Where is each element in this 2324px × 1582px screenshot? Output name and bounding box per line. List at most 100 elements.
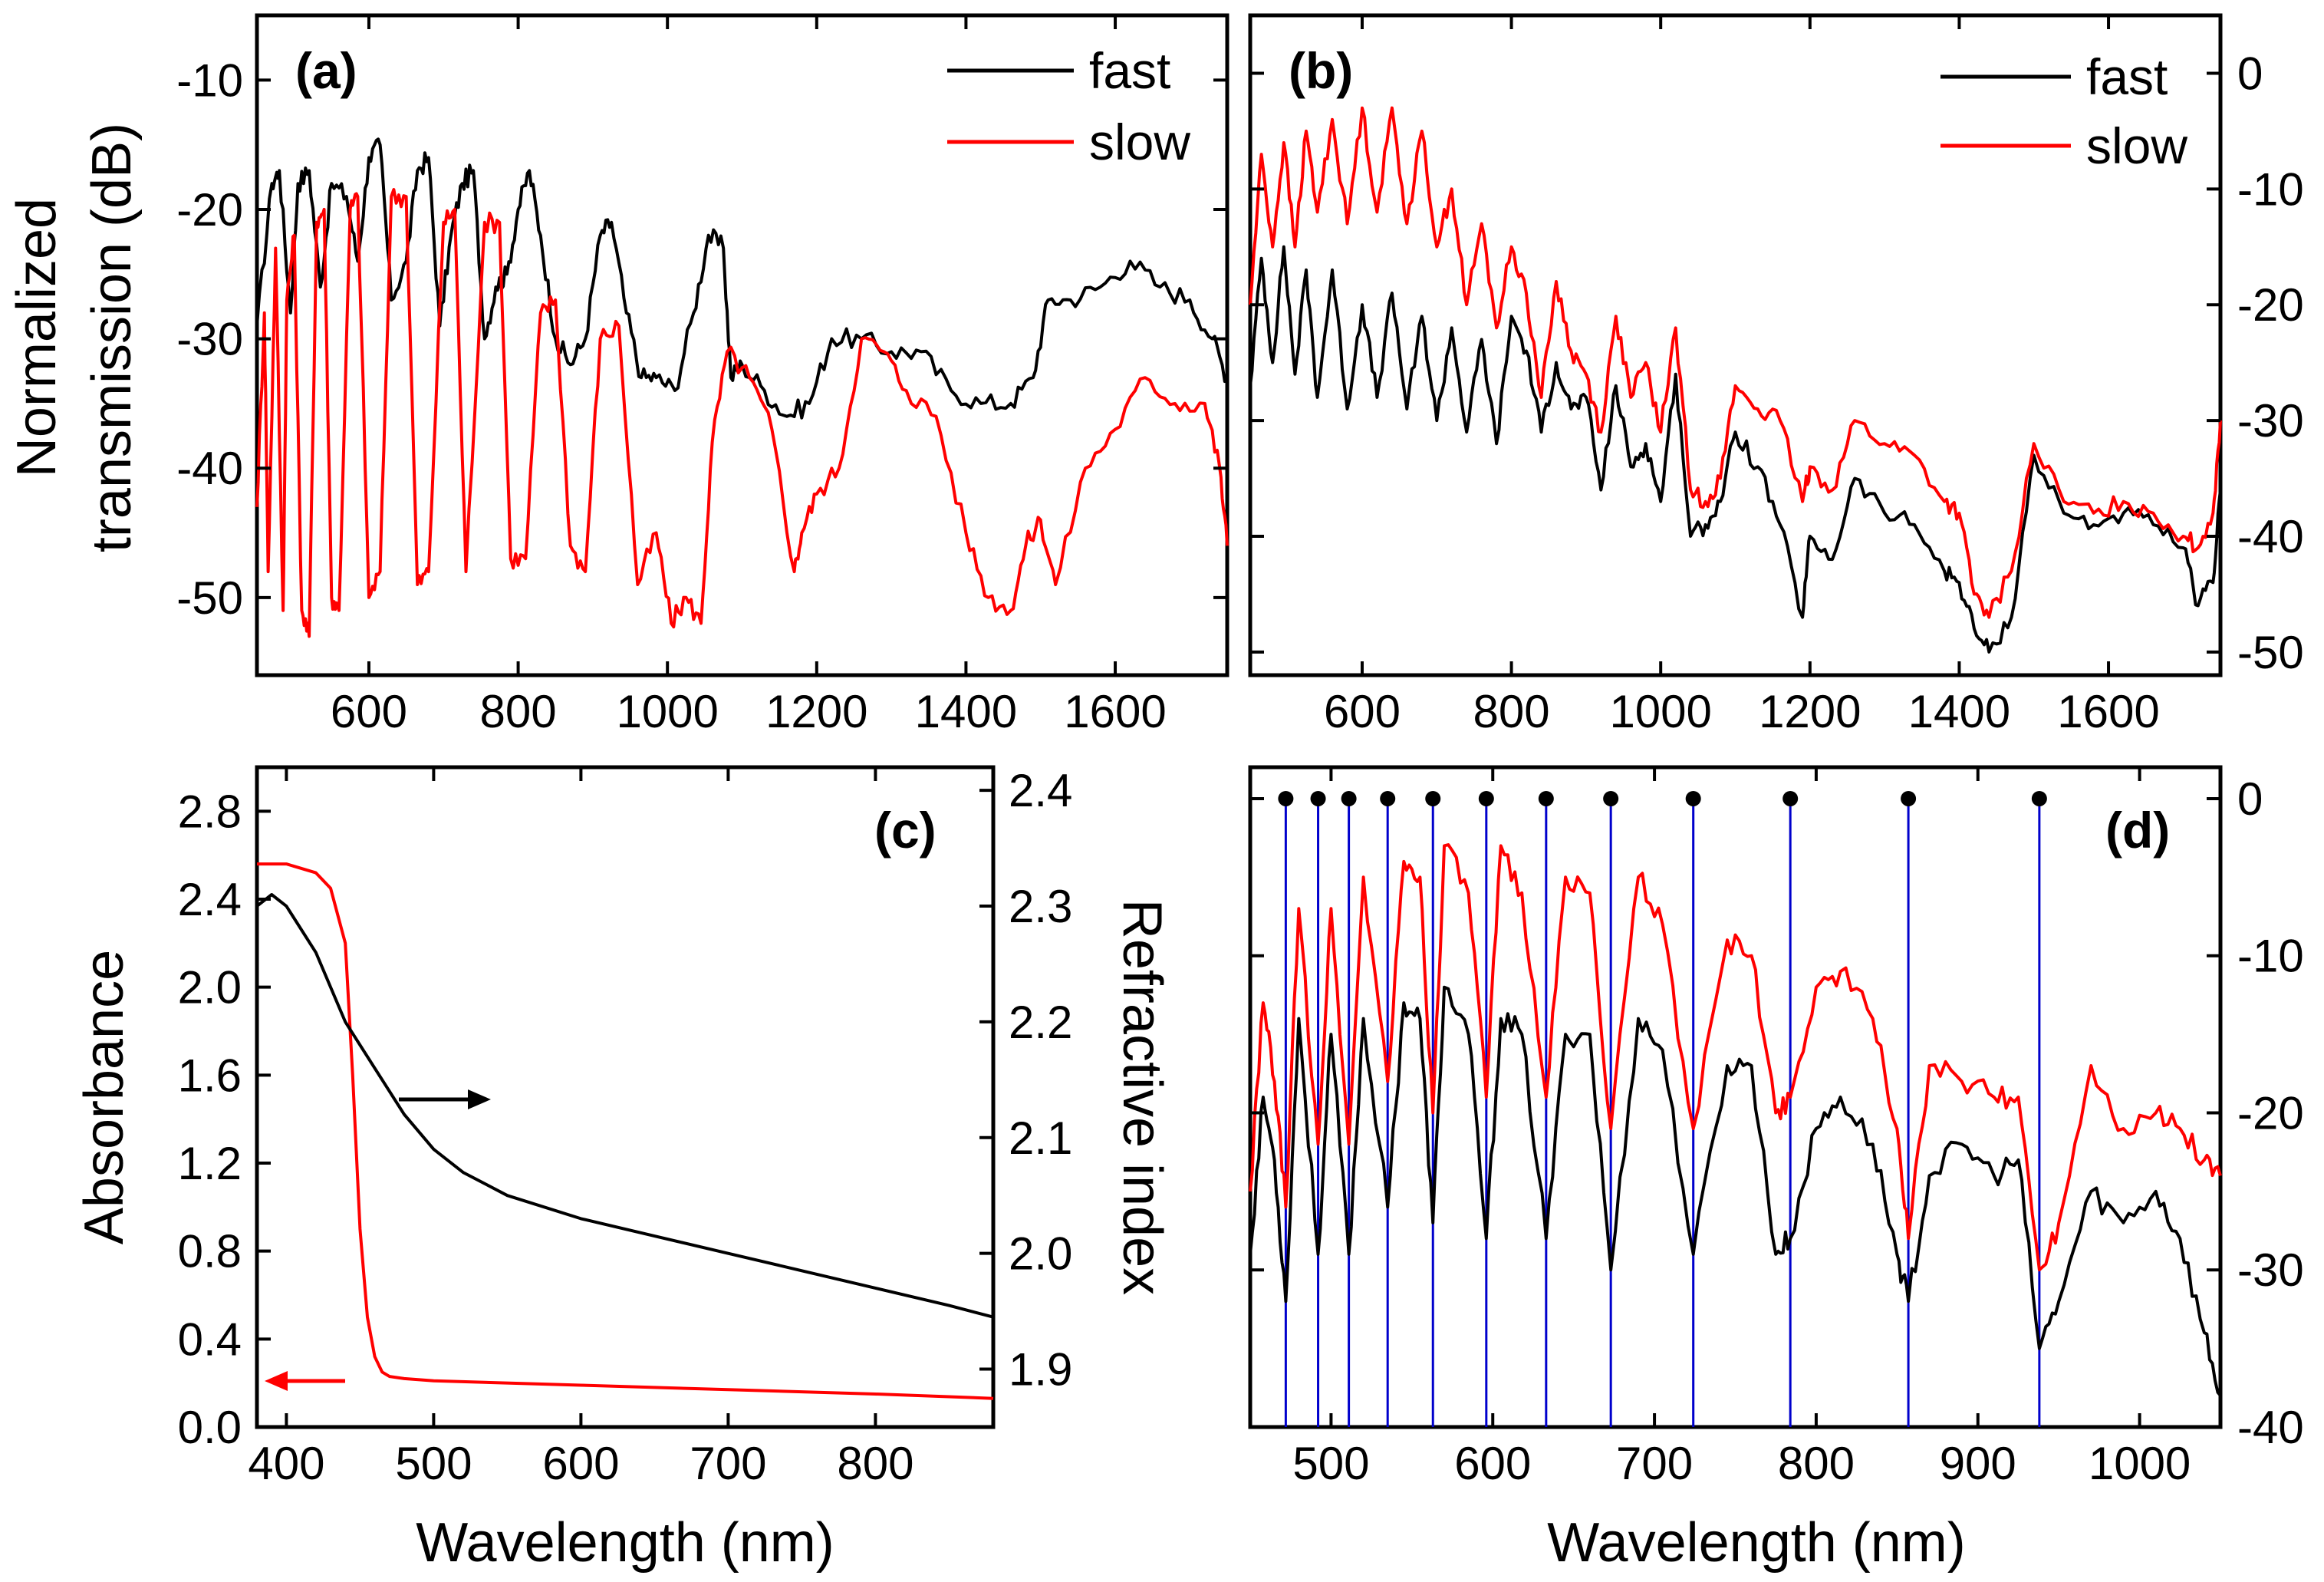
panel-d-series-layer (1249, 843, 2222, 1397)
panel-b-ticks: 600 800 1000 1200 1400 1600 0 -10 -20 -30 -40 -50 (1250, 15, 2304, 737)
mode-marker-dot (1425, 790, 1441, 806)
panel-d-tick-label: 800 (1778, 1438, 1855, 1489)
mode-marker-dot (1341, 790, 1357, 806)
panel-c-tick-label: 500 (395, 1438, 472, 1489)
panel-d-label: (d) (2105, 802, 2170, 859)
panel-c-tick-label: 2.3 (1009, 881, 1072, 932)
panel-b-series-layer (1249, 106, 2222, 654)
panel-a-tick-label: 600 (331, 686, 407, 737)
panel-b-legend-slow-text: slow (2086, 117, 2187, 174)
panel-d-tick-label: -10 (2237, 931, 2304, 982)
panel-b-tick-label: -40 (2237, 511, 2304, 562)
panel-c-arrow-refractive (399, 1089, 491, 1109)
panel-d-mode-lines (1278, 790, 2047, 1427)
panel-d: 500 600 700 800 900 1000 0 -10 -20 -30 -40 (d) Wav… (1248, 765, 2304, 1574)
panel-d-x-axis-title: Wavelength (nm) (1547, 1512, 1966, 1574)
panel-b-tick-label: -20 (2237, 279, 2304, 331)
panel-c-tick-label: 600 (542, 1438, 619, 1489)
panel-b-tick-label: 1200 (1759, 686, 1861, 737)
panel-b-tick-label: 800 (1473, 686, 1550, 737)
panel-a-tick-label: 1600 (1064, 686, 1166, 737)
panel-a-tick-label: -50 (176, 572, 243, 624)
panel-c-tick-label: 2.0 (1009, 1228, 1072, 1280)
panel-a-frame (255, 13, 1229, 677)
panel-b-frame (1248, 13, 2223, 677)
panel-c-tick-label: 0.4 (178, 1313, 242, 1365)
mode-marker-dot (1538, 790, 1554, 806)
panel-b-tick-label: -50 (2237, 627, 2304, 678)
panel-c-arrow-absorbance (265, 1371, 345, 1391)
panel-b-series-fast (1249, 245, 2222, 654)
panel-c-tick-label: 2.4 (1009, 765, 1072, 816)
panel-c: 400 500 600 700 800 0.0 0.4 0.8 1.2 1.6 2.0 2.4 2.8 1… (74, 765, 1173, 1574)
mode-marker-dot (1310, 790, 1326, 806)
arrow-right-head (468, 1089, 491, 1109)
panel-a-legend-fast-text: fast (1089, 42, 1170, 99)
panel-a-tick-label: -40 (176, 443, 243, 494)
mode-marker-dot (1380, 790, 1396, 806)
panel-a-tick-label: 1400 (915, 686, 1017, 737)
panel-a-label: (a) (295, 42, 357, 99)
panel-c-tick-label: 800 (837, 1438, 913, 1489)
panel-d-tick-label: 500 (1292, 1438, 1369, 1489)
panel-b-tick-label: -10 (2237, 163, 2304, 215)
panel-c-tick-label: 1.9 (1009, 1344, 1072, 1396)
y-title-top-line1: Normalized (6, 198, 67, 477)
panel-a-tick-label: 800 (480, 686, 557, 737)
panel-d-tick-label: -20 (2237, 1087, 2304, 1139)
panel-c-tick-label: 0.0 (178, 1402, 242, 1453)
panel-d-frame (1248, 765, 2223, 1429)
panel-c-tick-label: 0.8 (178, 1226, 242, 1277)
panel-b-tick-label: 1000 (1609, 686, 1711, 737)
mode-marker-dot (1478, 790, 1494, 806)
panel-b-tick-label: 1400 (1908, 686, 2010, 737)
panel-d-tick-label: 0 (2237, 773, 2263, 825)
panel-a: 600 800 1000 1200 1400 1600 -10 -20 -30 -40 -50 (a… (176, 13, 1229, 737)
panel-c-tick-label: 2.4 (178, 874, 242, 925)
panel-c-tick-label: 1.2 (178, 1138, 242, 1189)
panel-c-ticks: 400 500 600 700 800 0.0 0.4 0.8 1.2 1.6 2.0 2.4 2.8 1… (178, 765, 1073, 1489)
panel-a-series-slow (255, 188, 1229, 638)
panel-c-series-refractive-index (255, 893, 994, 1319)
panel-d-series-slow (1249, 843, 2222, 1272)
y-title-top-line2: transmission (dB) (81, 123, 143, 552)
panel-b-tick-label: 0 (2237, 48, 2263, 99)
panel-c-tick-label: 2.8 (178, 786, 242, 837)
panel-c-right-axis-title: Refractive index (1111, 899, 1173, 1295)
panel-a-tick-label: -20 (176, 184, 243, 236)
panel-c-x-axis-title: Wavelength (nm) (416, 1512, 834, 1574)
panel-c-frame (255, 765, 996, 1429)
panel-a-series-fast (255, 137, 1229, 420)
panel-d-tick-label: 600 (1454, 1438, 1531, 1489)
panel-d-series-fast (1249, 985, 2222, 1397)
panel-a-tick-label: 1200 (765, 686, 867, 737)
mode-marker-dot (1901, 790, 1917, 806)
panel-c-left-axis-title: Absorbance (74, 950, 135, 1244)
panel-d-tick-label: -40 (2237, 1402, 2304, 1453)
panel-b-tick-label: -30 (2237, 395, 2304, 447)
mode-marker-dot (1603, 790, 1619, 806)
panel-b: 600 800 1000 1200 1400 1600 0 -10 -20 -30 -40 -50 (… (1248, 13, 2304, 737)
mode-marker-dot (1783, 790, 1799, 806)
panel-b-label: (b) (1289, 42, 1353, 99)
panel-c-tick-label: 1.6 (178, 1050, 242, 1101)
panel-a-series-layer (255, 137, 1229, 638)
panel-c-tick-label: 2.1 (1009, 1112, 1072, 1164)
panel-a-tick-label: -30 (176, 314, 243, 365)
panel-a-legend-slow-text: slow (1089, 114, 1190, 170)
panel-b-tick-label: 600 (1324, 686, 1401, 737)
panel-c-tick-label: 700 (690, 1438, 766, 1489)
panel-c-tick-label: 2.0 (178, 962, 242, 1013)
panel-a-tick-label: 1000 (616, 686, 718, 737)
panel-c-series-absorbance (257, 862, 994, 1400)
panel-b-legend-fast-text: fast (2086, 48, 2168, 105)
mode-marker-dot (1685, 790, 1701, 806)
panel-d-tick-label: 700 (1616, 1438, 1693, 1489)
panel-d-tick-label: 900 (1940, 1438, 2016, 1489)
panel-c-tick-label: 400 (248, 1438, 324, 1489)
panel-c-tick-label: 2.2 (1009, 997, 1072, 1048)
arrow-left-head (265, 1371, 288, 1391)
mode-marker-dot (2031, 790, 2047, 806)
panel-b-series-slow (1249, 106, 2222, 619)
